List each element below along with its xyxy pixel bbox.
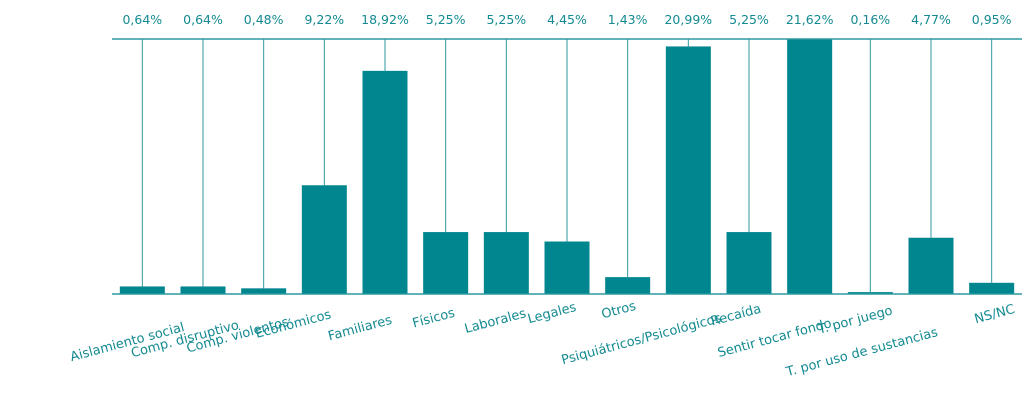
bar xyxy=(119,286,165,294)
category-label: Económicos xyxy=(254,307,333,342)
category-label: Legales xyxy=(526,300,578,327)
bar xyxy=(423,232,469,294)
bar xyxy=(483,232,529,294)
value-label: 5,25% xyxy=(729,12,769,27)
leader-lines xyxy=(141,39,993,293)
value-label: 5,25% xyxy=(426,12,466,27)
value-label: 5,25% xyxy=(486,12,526,27)
bar xyxy=(301,185,347,294)
bar xyxy=(241,288,287,294)
category-label: Familiares xyxy=(326,313,393,345)
value-label: 0,95% xyxy=(972,12,1012,27)
axes xyxy=(112,38,1022,295)
category-label: Físicos xyxy=(411,306,457,332)
value-label: 0,48% xyxy=(244,12,284,27)
category-label: Laborales xyxy=(463,306,528,337)
value-label: 0,16% xyxy=(850,12,890,27)
value-label: 20,99% xyxy=(664,12,712,27)
bar xyxy=(969,282,1015,294)
value-labels: 0,64% 0,64% 0,48% 9,22% 18,92% 5,25% 5,25% 4,45… xyxy=(122,12,1011,27)
value-label: 1,43% xyxy=(608,12,648,27)
category-label: NS/NC xyxy=(973,302,1017,327)
value-label: 4,77% xyxy=(911,12,951,27)
bar xyxy=(362,70,408,294)
category-label: Otros xyxy=(600,299,638,323)
category-label: T. por juego xyxy=(816,303,895,338)
category-label: Psiquiátricos/Psicológicos xyxy=(560,311,723,368)
category-label: Recaída xyxy=(709,302,763,330)
bar xyxy=(847,292,893,294)
bar xyxy=(726,232,772,294)
bar xyxy=(180,286,226,294)
bar xyxy=(605,277,651,294)
bar xyxy=(544,241,590,294)
bars xyxy=(119,39,1015,294)
bar xyxy=(665,46,711,294)
value-label: 0,64% xyxy=(183,12,223,27)
value-label: 18,92% xyxy=(361,12,409,27)
value-label: 0,64% xyxy=(122,12,162,27)
value-label: 21,62% xyxy=(786,12,834,27)
bar xyxy=(908,237,954,294)
bar xyxy=(787,39,833,294)
value-label: 4,45% xyxy=(547,12,587,27)
value-label: 9,22% xyxy=(304,12,344,27)
